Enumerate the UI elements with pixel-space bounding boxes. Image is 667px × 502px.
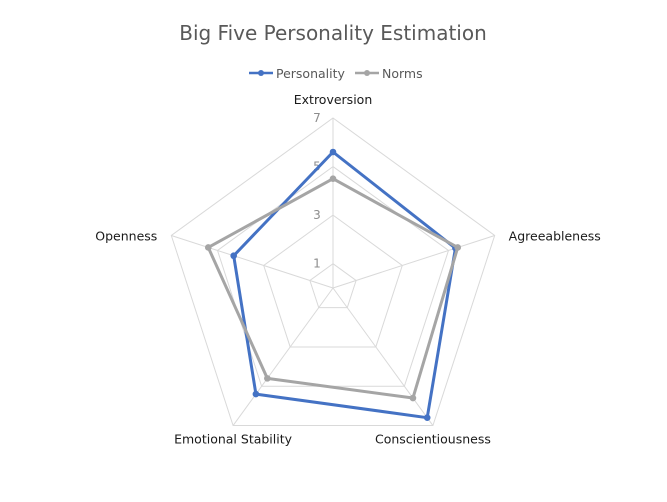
grid-spoke-agreeableness — [332, 234, 495, 289]
legend-item-norms[interactable]: Norms — [355, 66, 423, 81]
series-line-norms — [206, 177, 460, 400]
tick-label-7: 7 — [313, 111, 321, 125]
data-point-norms-openness[interactable] — [204, 244, 212, 251]
series-norms — [204, 175, 462, 402]
legend-label-personality: Personality — [276, 66, 346, 81]
axis-label-extroversion: Extroversion — [294, 92, 373, 107]
chart-title: Big Five Personality Estimation — [179, 21, 487, 45]
grid-ring-7 — [170, 117, 496, 427]
series-personality — [230, 148, 459, 421]
legend-marker-personality — [258, 70, 264, 76]
data-point-personality-extroversion[interactable] — [329, 148, 337, 156]
data-point-norms-conscientiousness[interactable] — [409, 394, 417, 402]
legend-item-personality[interactable]: Personality — [249, 66, 346, 81]
data-point-norms-extroversion[interactable] — [329, 175, 337, 183]
grid-spoke-openness — [171, 234, 334, 289]
legend-marker-norms — [364, 70, 370, 76]
data-point-personality-emotional-stability[interactable] — [252, 390, 260, 398]
grid-ring-1 — [309, 263, 357, 309]
data-point-norms-agreeableness[interactable] — [454, 244, 462, 251]
axis-label-openness: Openness — [95, 228, 157, 243]
tick-label-1: 1 — [313, 257, 321, 271]
data-point-norms-emotional-stability[interactable] — [264, 375, 271, 382]
data-point-personality-openness[interactable] — [230, 252, 237, 260]
axis-label-conscientiousness: Conscientiousness — [375, 432, 491, 447]
grid-ring-3 — [263, 214, 403, 348]
grid-spoke-emotional-stability — [232, 287, 334, 426]
legend: Personality Norms — [249, 66, 423, 81]
grid-spoke-conscientiousness — [332, 287, 434, 426]
series-line-personality — [232, 150, 457, 420]
legend-label-norms: Norms — [382, 66, 423, 81]
radar-series — [204, 148, 462, 421]
tick-label-3: 3 — [313, 208, 321, 222]
axis-label-emotional-stability: Emotional Stability — [174, 432, 293, 447]
axis-label-agreeableness: Agreeableness — [509, 228, 601, 243]
radar-axis-labels: Extroversion Agreeableness Conscientiousne… — [95, 92, 601, 447]
data-point-personality-conscientiousness[interactable] — [423, 414, 431, 421]
